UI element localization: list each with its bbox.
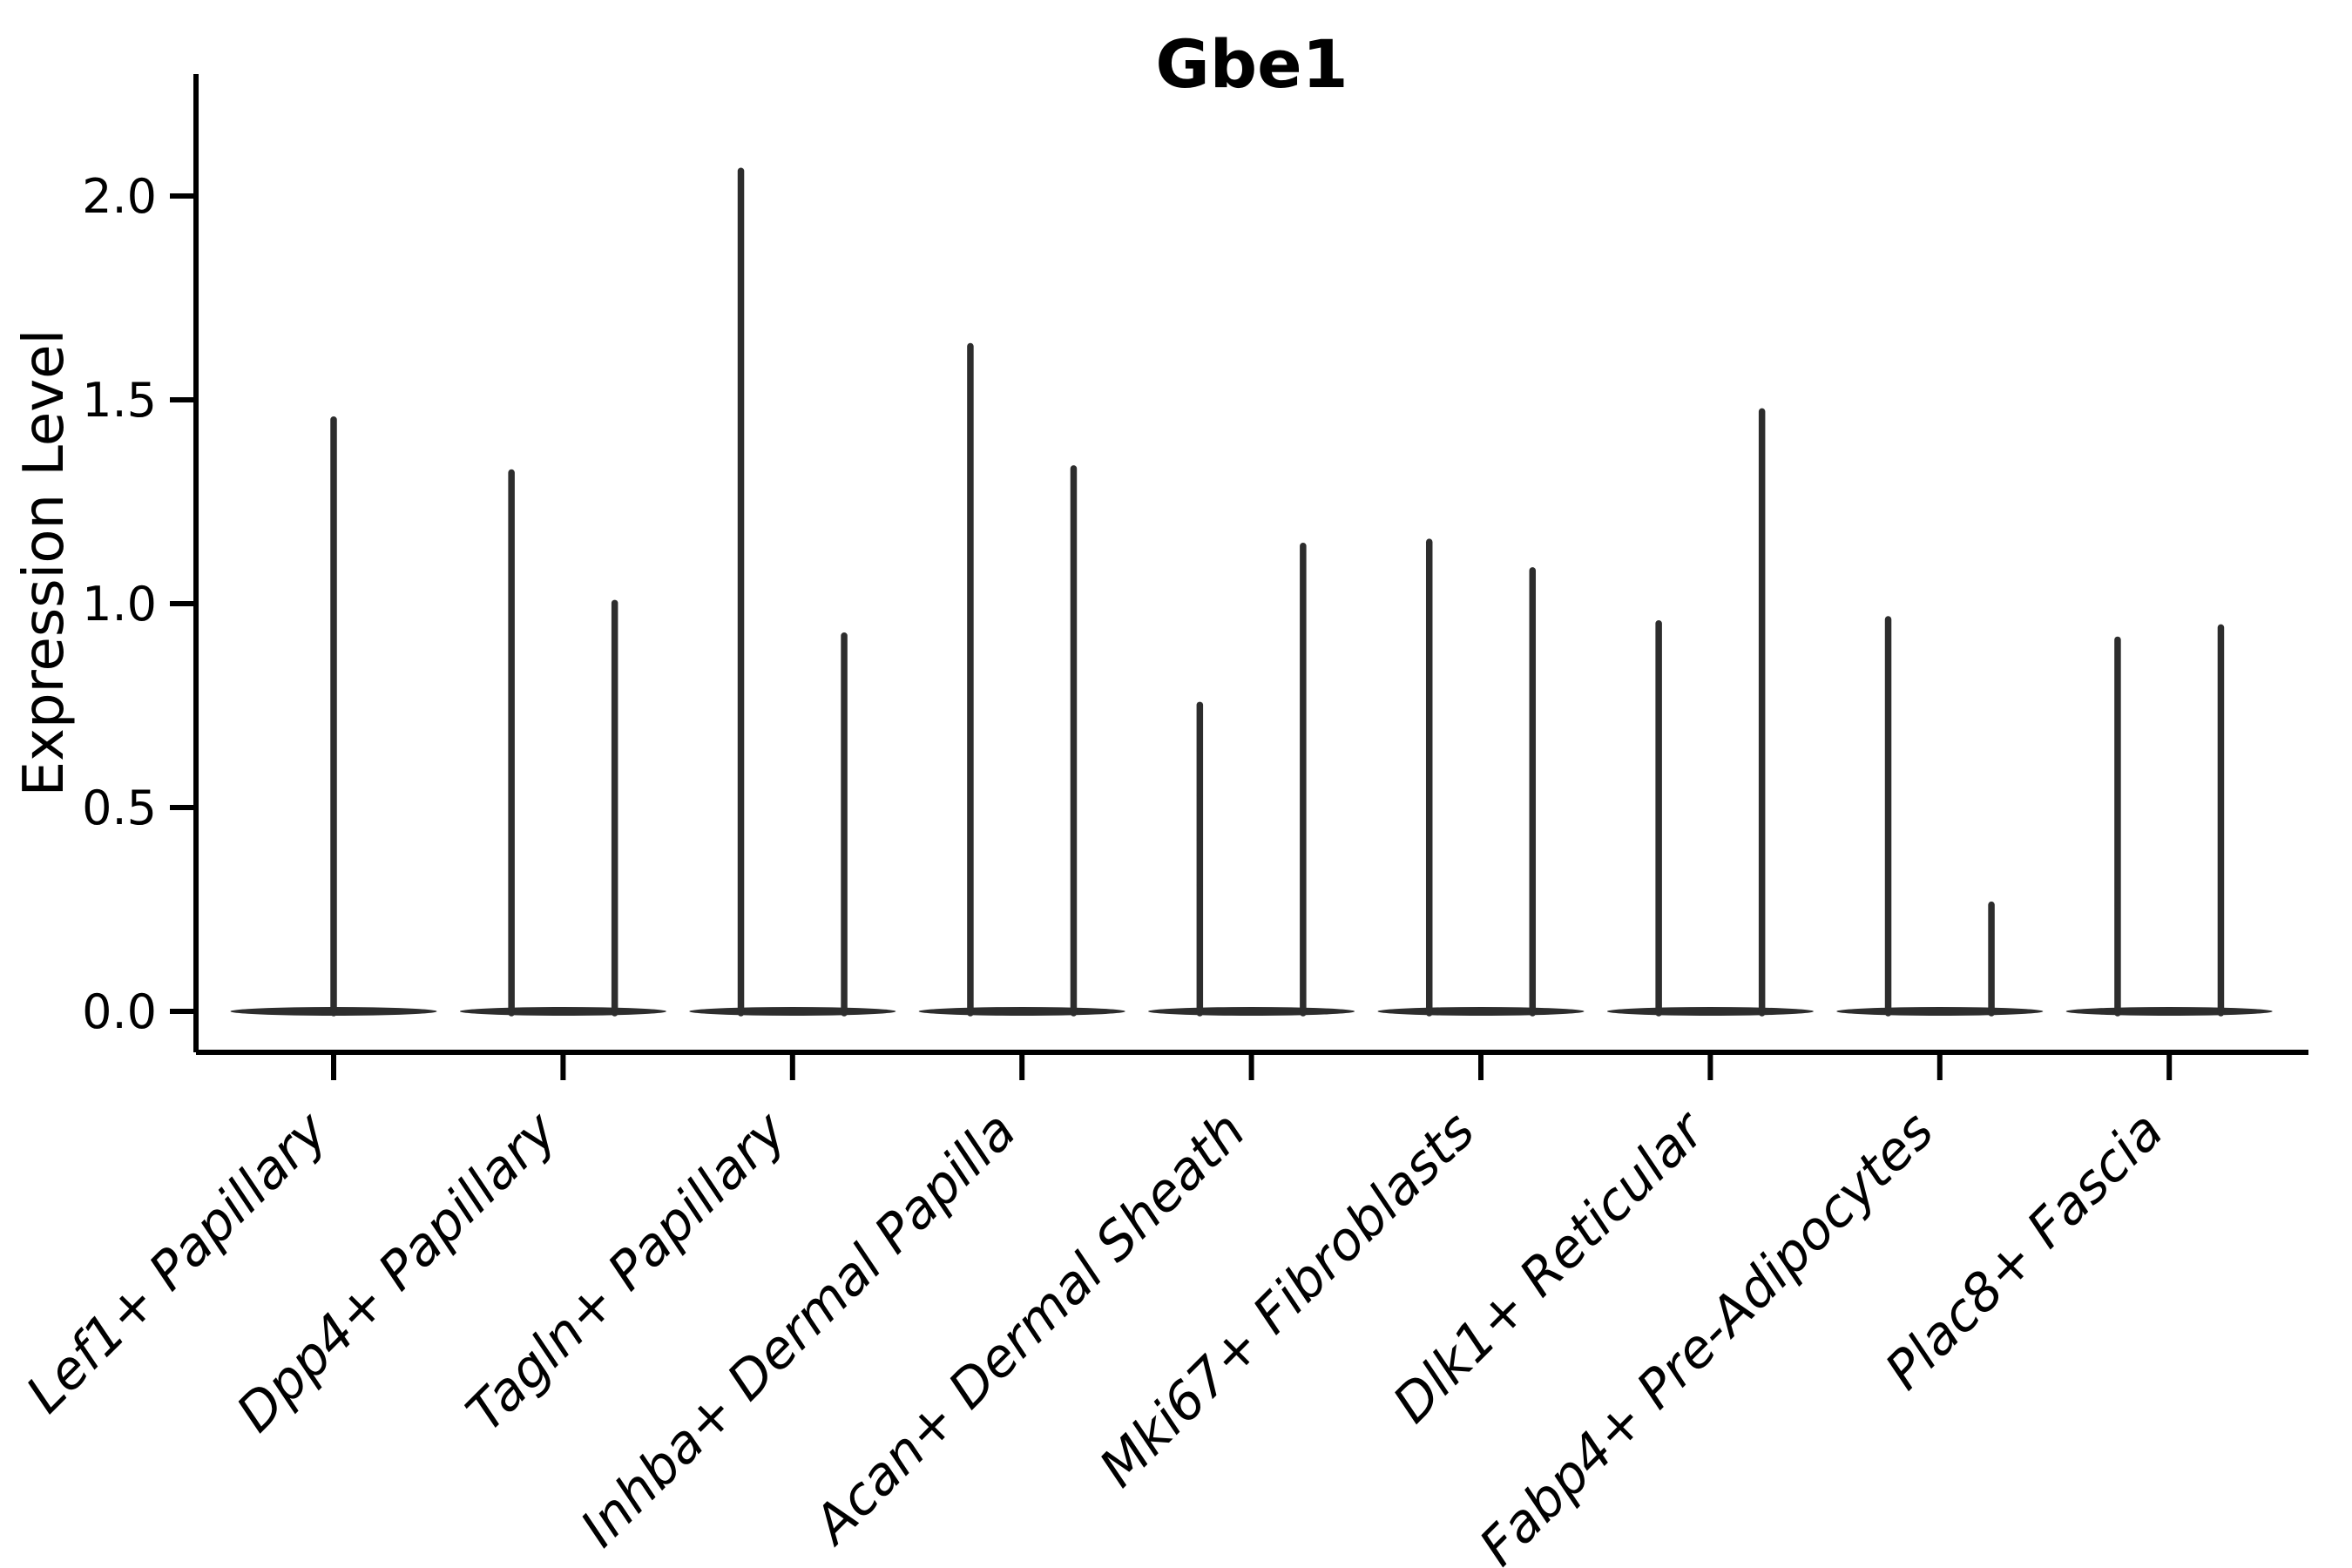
violins <box>230 167 2273 1017</box>
violin-base <box>1836 1007 2044 1016</box>
violin-base <box>1148 1007 1355 1016</box>
x-tick-label: Mki67+ Fibroblasts <box>1088 1100 1487 1499</box>
violin <box>1606 408 1814 1017</box>
y-tick-label: 0.0 <box>82 984 157 1039</box>
x-tick-label: Fabp4+ Pre-Adipocytes <box>1468 1100 1945 1568</box>
y-axis-label: Expression Level <box>12 329 77 797</box>
jitter-dot <box>1196 882 1203 889</box>
x-tick-label: Acan+ Dermal Sheath <box>800 1100 1257 1558</box>
y-tick-label: 2.0 <box>82 169 157 224</box>
jitter-dot <box>1988 950 1995 957</box>
violin-base <box>1377 1007 1585 1016</box>
violin <box>918 342 1125 1017</box>
violin <box>1377 538 1585 1017</box>
chart-title: Gbe1 <box>1155 25 1348 103</box>
violin <box>1836 616 2044 1017</box>
y-tick-label: 0.5 <box>82 781 157 835</box>
violin-base <box>1606 1007 1814 1016</box>
violin-base <box>459 1007 666 1016</box>
jitter-dot <box>2114 882 2121 889</box>
jitter-dot <box>1196 747 1203 754</box>
violin-base <box>2065 1007 2273 1016</box>
violin <box>230 416 437 1017</box>
violin <box>2065 624 2273 1017</box>
violin <box>689 167 896 1017</box>
violin <box>1148 543 1355 1017</box>
y-tick-label: 1.0 <box>82 577 157 632</box>
violin <box>459 469 666 1017</box>
jitter-dot <box>1196 836 1203 843</box>
violin-base <box>918 1007 1125 1016</box>
x-tick-label: Inhba+ Dermal Papilla <box>569 1100 1027 1558</box>
y-tick-label: 1.5 <box>82 373 157 428</box>
violin-base <box>689 1007 896 1016</box>
jitter-dot <box>2114 902 2121 909</box>
jitter-dot <box>1196 792 1203 799</box>
jitter-dot <box>1988 930 1995 937</box>
